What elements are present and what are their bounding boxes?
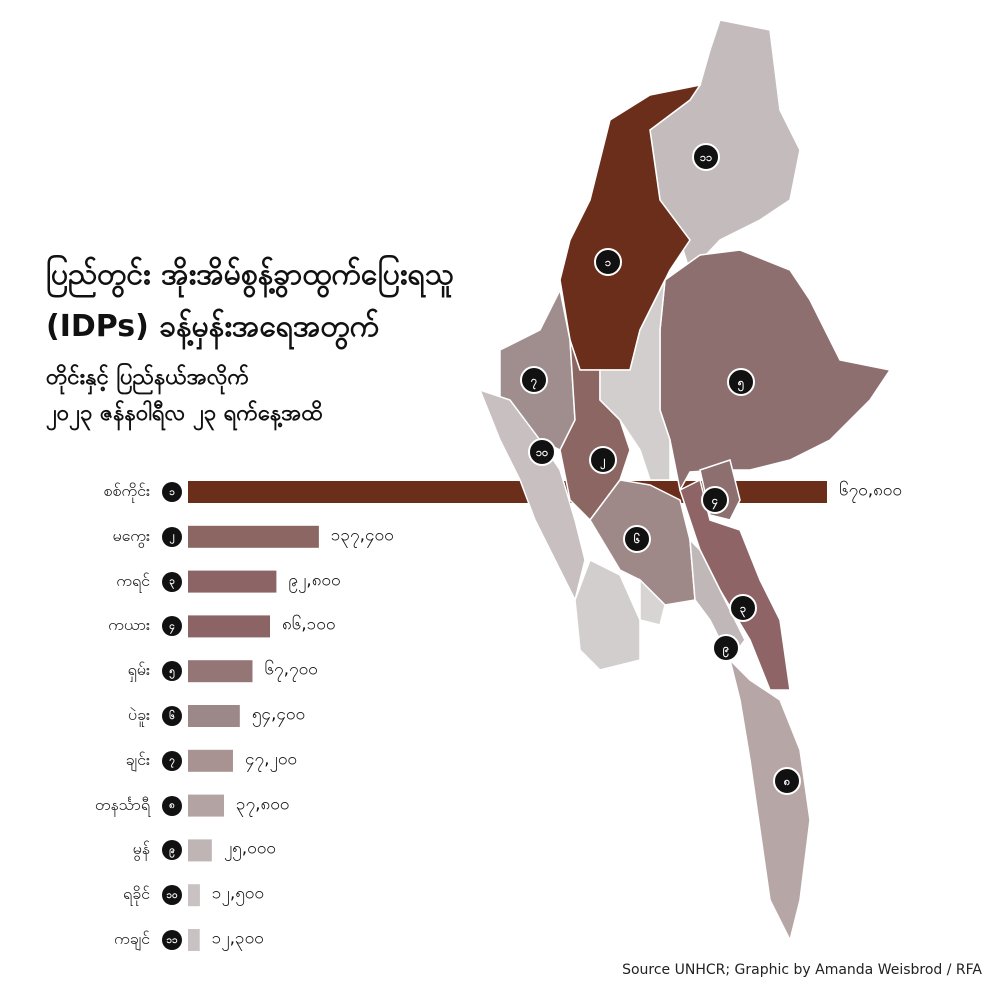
map-marker: ၈ <box>773 767 801 795</box>
map-marker: ၂ <box>589 446 617 474</box>
value-label: ၄၇,၂၀၀ <box>244 749 297 770</box>
category-label: စစ်ကိုင်း <box>103 481 150 500</box>
marker-badge: ၃ <box>162 571 182 592</box>
value-label: ၃၇,၈၀၀ <box>236 794 290 815</box>
marker-badge: ၁ <box>162 482 182 502</box>
value-label: ၆၇၀,၈၀၀ <box>839 480 902 501</box>
title-line-2: (IDPs) ခန့်မှန်းအရေအတွက် <box>46 309 380 344</box>
subtitle-line-1: တိုင်းနှင့် ပြည်နယ်အလိုက် <box>46 365 250 390</box>
svg-text:၁၀: ၁၀ <box>536 446 548 459</box>
bar <box>188 660 253 683</box>
svg-text:၅: ၅ <box>738 376 745 392</box>
svg-text:၁၁: ၁၁ <box>700 151 713 164</box>
map-marker: ၉ <box>712 634 740 662</box>
marker-badge: ၂ <box>162 526 182 547</box>
marker-badge: ၄ <box>162 616 182 637</box>
marker-badge: ၆ <box>162 706 182 726</box>
value-label: ၈၆,၁၀၀ <box>282 614 336 635</box>
region-magway <box>559 339 631 522</box>
map-marker: ၆ <box>623 525 651 553</box>
value-label: ၆၇,၇၀၀ <box>264 659 318 680</box>
category-label: ပဲခူး <box>127 705 150 724</box>
category-label: ကချင် <box>113 929 150 948</box>
category-label: ကရင် <box>116 570 150 590</box>
marker-badge: ၉ <box>162 840 182 861</box>
svg-text:၈: ၈ <box>784 775 790 788</box>
category-label: မကွေး <box>112 525 150 545</box>
source-credit: Source UNHCR; Graphic by Amanda Weisbrod… <box>622 962 982 978</box>
bar <box>188 705 240 727</box>
marker-badge: ၁၀ <box>162 885 182 906</box>
svg-text:၄: ၄ <box>712 494 718 510</box>
bar <box>188 615 271 638</box>
category-label: ရှမ်း <box>127 660 150 680</box>
map-marker: ၁၀ <box>528 438 556 466</box>
value-label: ၁၂,၅၀၀ <box>211 883 264 904</box>
bar <box>188 884 200 907</box>
region-shan <box>659 249 892 493</box>
category-label: ကယား <box>108 615 150 635</box>
svg-text:၆: ၆ <box>634 533 640 546</box>
subtitle-line-2: ၂၀၂၃ ဇန်နဝါရီလ ၂၃ ရက်နေ့အထိ <box>46 401 323 426</box>
marker-badge: ၁၁ <box>162 930 182 950</box>
value-label: ၅၄,၄၀၀ <box>251 704 306 725</box>
category-label: ချင်း <box>125 749 150 769</box>
bar <box>188 839 212 862</box>
value-label: ၁၂,၃၀၀ <box>211 928 264 949</box>
bar <box>188 929 200 951</box>
svg-text:၇: ၇ <box>531 374 538 390</box>
category-label: ရခိုင် <box>122 884 150 904</box>
map-marker: ၄ <box>701 486 729 514</box>
svg-text:၉: ၉ <box>723 642 729 658</box>
region-ayeyarwady <box>574 558 641 671</box>
bar <box>188 749 233 772</box>
value-label: ၁၃၇,၄၀၀ <box>330 525 394 546</box>
region-mandalay <box>599 279 671 481</box>
marker-badge: ၅ <box>162 661 182 682</box>
map-marker: ၃ <box>729 594 757 622</box>
map-marker: ၇ <box>520 366 548 394</box>
region-rakhine <box>478 388 586 603</box>
bar <box>188 794 225 817</box>
marker-badge: ၈ <box>162 795 182 816</box>
title-line-1: ပြည်တွင်း အိုးအိမ်စွန့်ခွာထွက်ပြေးရသူ <box>46 257 454 292</box>
region-tanintharyi <box>728 657 811 943</box>
bar <box>188 570 277 593</box>
value-label: ၉၂,၈၀၀ <box>288 570 341 591</box>
map-marker: ၅ <box>727 368 755 396</box>
map-marker: ၁ <box>594 248 622 276</box>
value-label: ၂၅,၀၀၀ <box>223 838 276 859</box>
bar <box>188 525 319 548</box>
map-marker: ၁၁ <box>692 143 720 171</box>
marker-badge: ၇ <box>162 750 182 771</box>
svg-text:၂: ၂ <box>600 454 606 470</box>
svg-text:၃: ၃ <box>740 602 747 618</box>
category-label: တနင်္သာရီ <box>94 794 150 814</box>
category-label: မွန် <box>132 839 150 859</box>
region-yangon <box>639 578 666 626</box>
svg-text:၁: ၁ <box>605 256 612 269</box>
